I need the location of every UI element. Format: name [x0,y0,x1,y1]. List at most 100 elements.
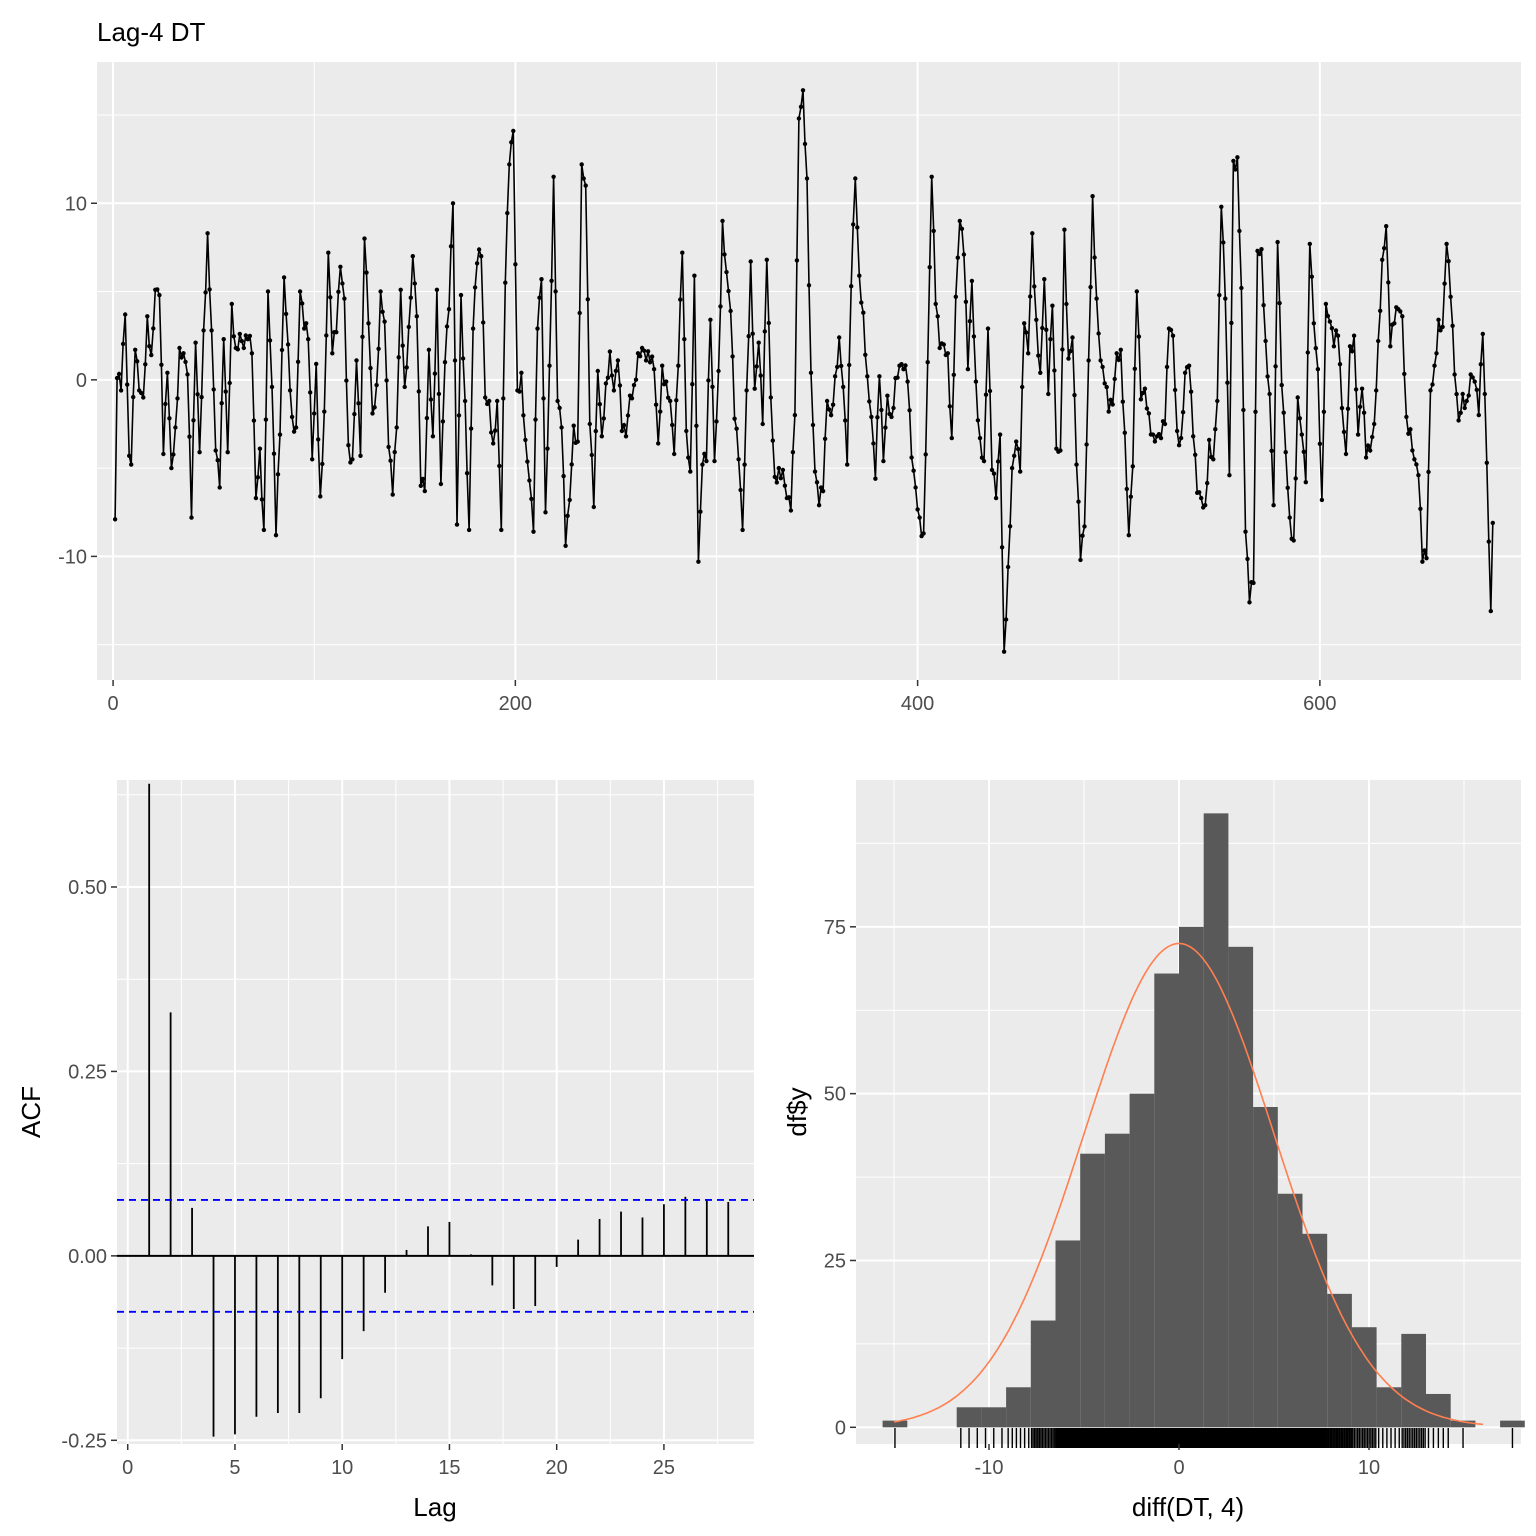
data-point [567,497,572,503]
data-point [698,509,703,514]
data-point [362,236,367,241]
chart-title: Lag-4 DT [97,17,205,47]
data-point [243,333,248,338]
data-point [390,492,395,497]
data-point [1188,389,1194,394]
data-point [861,310,866,315]
data-point [549,278,554,283]
data-point [414,314,419,319]
data-point [1368,448,1373,453]
x-tick-label: 400 [901,693,934,715]
data-point [851,222,856,227]
data-point [1084,442,1089,447]
data-point [432,371,438,376]
data-point [265,289,271,294]
axis-labels: 0 200 400 600 -10 0 10 [58,193,1336,715]
data-point [660,363,665,368]
data-point [816,503,822,508]
histogram-bar [882,1420,908,1428]
histogram-bar [1228,946,1254,1428]
data-point [1164,364,1170,370]
data-point [754,364,759,369]
data-point [189,515,194,520]
data-point [814,480,820,485]
data-point [1038,370,1043,375]
data-point [1261,303,1266,308]
data-point [593,428,598,434]
data-point [1138,397,1144,402]
data-point [392,449,397,455]
data-point [786,495,792,500]
data-point [1219,204,1224,209]
data-point [352,411,357,417]
data-point [1052,368,1057,373]
data-point [479,254,484,259]
data-point [1007,524,1013,529]
data-point [143,362,148,367]
data-point [474,261,480,266]
data-point [1152,439,1158,444]
data-point [1211,457,1216,462]
data-point [672,451,677,457]
data-point [1335,333,1341,338]
data-point [760,421,765,427]
data-point [1142,386,1148,391]
data-point [1323,301,1329,307]
data-point [1287,515,1292,520]
data-point [539,277,544,282]
data-point [798,104,804,110]
data-point [133,347,138,352]
data-point [1257,251,1262,257]
data-point [1361,410,1367,415]
axis-labels: 0 5 10 15 20 25 -0.25 0.00 0.25 0.50 [61,877,675,1479]
data-point [125,382,130,387]
data-point [690,382,695,387]
data-point [1217,292,1222,298]
x-tick-label: -10 [975,1457,1004,1479]
data-point [1412,457,1417,462]
data-point [489,430,494,435]
data-point [462,398,468,404]
data-point [828,412,834,418]
data-point [792,412,798,418]
data-point [163,401,168,407]
data-point [1253,409,1258,414]
data-point [1307,241,1313,247]
data-point [446,307,452,312]
data-point [372,405,377,410]
data-point [382,319,387,324]
data-point [1080,533,1085,538]
data-point [1448,294,1453,299]
data-point [583,183,588,188]
data-point [778,476,783,481]
data-point [1144,406,1150,411]
data-point [1247,600,1252,605]
data-point [877,374,882,379]
data-point [1259,247,1264,252]
data-point [1176,443,1182,448]
data-point [973,379,979,384]
data-point [261,527,267,533]
x-tick-label: 10 [1358,1457,1380,1479]
data-point [651,367,657,372]
data-point [438,481,444,487]
data-point [1408,427,1413,432]
data-point [947,404,952,409]
data-point [569,462,574,467]
data-point [370,411,375,416]
data-point [263,417,269,422]
data-point [1301,449,1307,454]
histogram-bar [1129,1093,1155,1428]
data-point [808,370,814,375]
data-point [617,383,623,388]
data-point [696,559,701,564]
data-point [487,398,492,404]
data-point [732,416,737,421]
data-point [1207,437,1212,443]
gridlines [117,780,754,1444]
data-point [738,487,743,493]
data-point [1422,548,1427,553]
data-point [1028,294,1033,299]
histogram-marks [882,813,1525,1448]
y-tick-label: -0.25 [61,1430,107,1452]
